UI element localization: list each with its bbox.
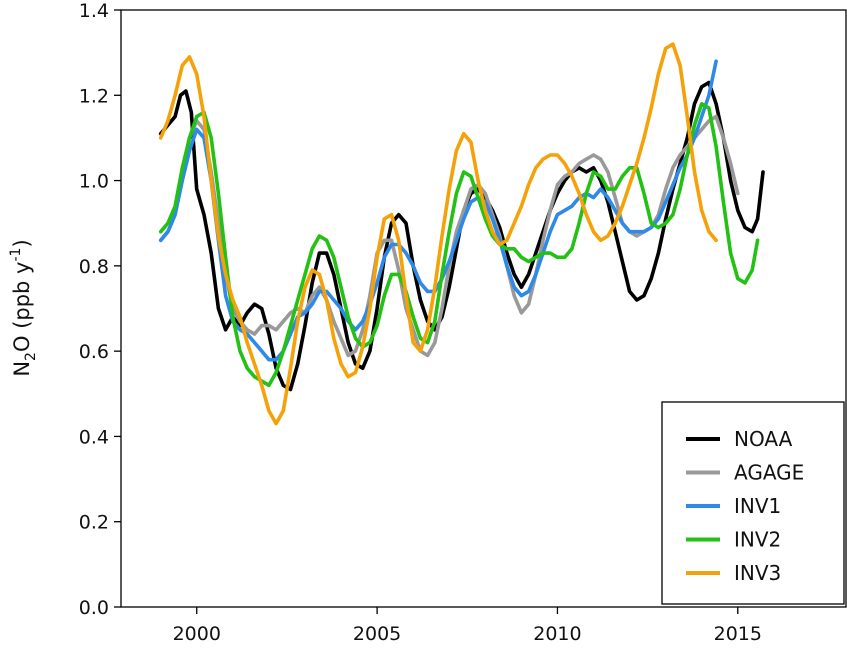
y-tick-label: 0.4 [79,426,109,448]
legend-entries: NOAA AGAGE INV1 INV2 INV3 [686,427,804,585]
legend-box [661,401,845,605]
y-axis-title-subscript: 2 [23,352,39,361]
plot-frame [120,9,847,608]
y-axis-title-superscript: -1 [8,248,24,262]
series-line-inv3 [158,42,718,426]
legend-label-inv3: INV3 [734,561,781,585]
series-lines [158,42,765,426]
x-tick-label: 2000 [173,623,221,645]
y-axis: 0.0 0.2 0.4 0.6 0.8 1.0 1.2 1.4 [79,0,121,619]
series-line-noaa [158,80,765,392]
y-tick-label: 0.6 [79,341,109,363]
legend-label-agage: AGAGE [734,461,804,485]
y-tick-label: 0.0 [79,597,109,619]
x-tick-label: 2005 [353,623,401,645]
y-tick-label: 1.0 [79,171,109,193]
y-tick-label: 0.2 [79,512,109,534]
x-axis: 2000 2005 2010 2015 [173,607,762,645]
series-line-inv1 [158,59,718,362]
legend-label-noaa: NOAA [734,427,793,451]
y-tick-label: 0.8 [79,256,109,278]
x-tick-label: 2015 [714,623,762,645]
legend-label-inv1: INV1 [734,494,781,518]
y-axis-title-mid: O (ppb y [10,262,34,353]
legend-label-inv2: INV2 [734,528,781,552]
y-tick-label: 1.2 [79,85,109,107]
x-tick-label: 2010 [533,623,581,645]
y-axis-title: N2O (ppb y-1) [8,239,39,376]
y-axis-title-pre: N [10,361,34,377]
y-tick-label: 1.4 [79,0,109,22]
y-axis-title-post: ) [10,239,34,247]
legend: NOAA AGAGE INV1 INV2 INV3 [661,401,845,605]
